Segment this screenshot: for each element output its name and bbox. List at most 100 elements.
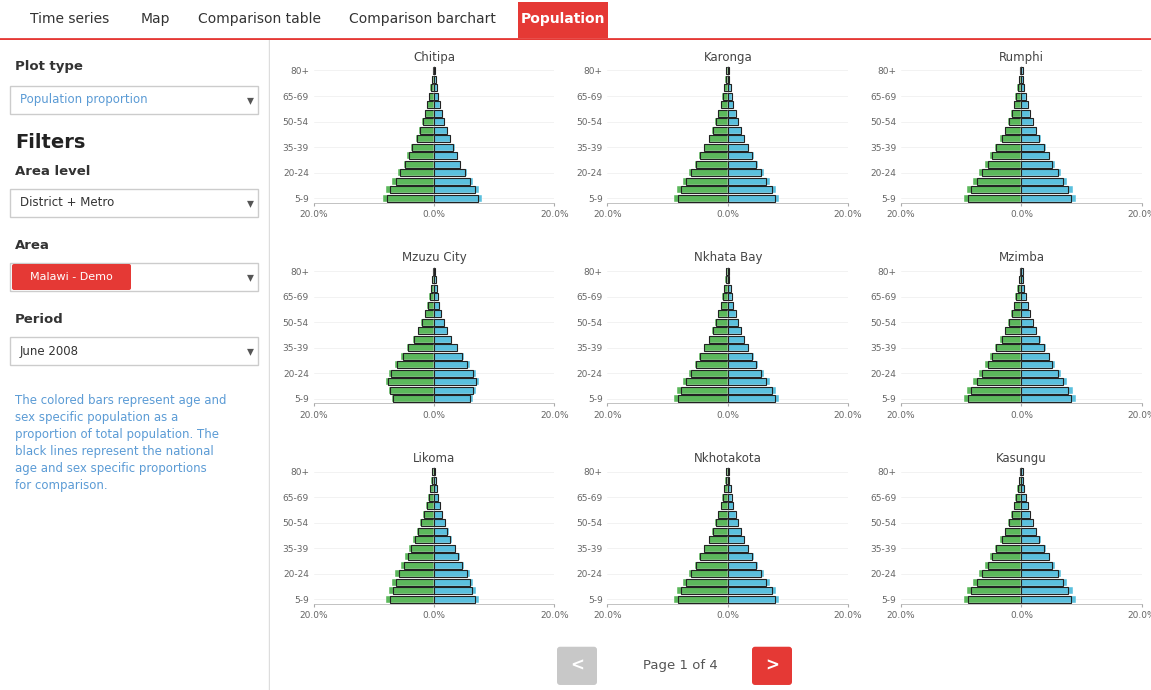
Bar (1014, 302, 1021, 308)
Bar (1021, 378, 1064, 386)
Bar (1020, 468, 1021, 475)
Bar (727, 353, 754, 359)
Bar (434, 477, 436, 484)
Bar (1021, 92, 1027, 99)
Bar (1021, 75, 1023, 83)
Bar (432, 477, 434, 484)
Bar (703, 545, 727, 552)
Bar (727, 118, 739, 125)
Bar (727, 378, 770, 386)
Bar (1012, 511, 1021, 518)
Text: Comparison table: Comparison table (198, 12, 321, 26)
Bar (1019, 75, 1021, 83)
FancyBboxPatch shape (10, 86, 258, 114)
Bar (434, 101, 440, 108)
Bar (982, 370, 1021, 377)
Bar (699, 152, 727, 159)
Bar (1021, 553, 1049, 560)
Bar (726, 268, 727, 275)
Bar (434, 378, 479, 386)
Bar (1021, 485, 1024, 492)
Bar (430, 84, 434, 91)
Bar (434, 75, 436, 83)
Bar (424, 511, 434, 518)
Bar (727, 293, 732, 300)
Bar (727, 327, 741, 334)
Title: Likoma: Likoma (413, 452, 456, 465)
Bar (1021, 92, 1026, 99)
Bar (727, 562, 756, 569)
Bar (718, 110, 727, 117)
Bar (1005, 528, 1021, 535)
Bar (977, 178, 1021, 185)
Bar (712, 528, 727, 535)
Bar (434, 571, 466, 578)
Bar (434, 387, 477, 394)
Bar (727, 502, 733, 509)
Bar (434, 84, 437, 91)
Bar (427, 101, 434, 108)
Bar (404, 562, 434, 569)
Bar (434, 553, 458, 560)
Bar (712, 127, 727, 134)
Bar (434, 276, 436, 283)
Text: The colored bars represent age and: The colored bars represent age and (15, 394, 227, 407)
Bar (1021, 302, 1028, 308)
Bar (1012, 110, 1021, 117)
Bar (429, 92, 434, 99)
Bar (434, 353, 464, 359)
Bar (703, 144, 727, 150)
Bar (709, 135, 727, 142)
Bar (434, 571, 471, 578)
Bar (1021, 84, 1024, 91)
Bar (434, 186, 479, 193)
Bar (704, 344, 727, 351)
Bar (1021, 84, 1024, 91)
Bar (386, 378, 434, 386)
Bar (727, 195, 779, 202)
Bar (727, 327, 741, 334)
Bar (434, 493, 439, 501)
Bar (434, 596, 475, 603)
Bar (434, 310, 442, 317)
Bar (428, 493, 434, 501)
Bar (678, 596, 727, 603)
Bar (1021, 284, 1024, 292)
Bar (727, 485, 731, 492)
FancyBboxPatch shape (10, 189, 258, 217)
Bar (1021, 336, 1041, 343)
Bar (727, 545, 748, 552)
Bar (681, 587, 727, 595)
Bar (434, 310, 442, 317)
Bar (725, 276, 727, 283)
Bar (417, 528, 434, 535)
Bar (718, 110, 727, 117)
Bar (1001, 336, 1021, 343)
Bar (727, 84, 731, 91)
Bar (727, 493, 732, 501)
Bar (434, 536, 450, 543)
Bar (434, 118, 444, 125)
Bar (723, 293, 727, 300)
Bar (727, 571, 761, 578)
Bar (1012, 511, 1021, 518)
Bar (996, 144, 1021, 150)
Bar (982, 169, 1021, 176)
Bar (434, 144, 455, 150)
Bar (434, 276, 436, 283)
Bar (712, 127, 727, 134)
Bar (1008, 520, 1021, 526)
Bar (1021, 186, 1073, 193)
Text: age and sex specific proportions: age and sex specific proportions (15, 462, 207, 475)
Bar (434, 135, 451, 142)
Bar (727, 319, 739, 326)
Bar (434, 195, 482, 202)
Bar (965, 596, 1021, 603)
Bar (1021, 493, 1026, 501)
Bar (688, 169, 727, 176)
Bar (974, 378, 1021, 386)
Bar (1014, 502, 1021, 509)
Bar (1021, 169, 1058, 176)
Bar (433, 268, 434, 275)
Bar (434, 520, 447, 526)
